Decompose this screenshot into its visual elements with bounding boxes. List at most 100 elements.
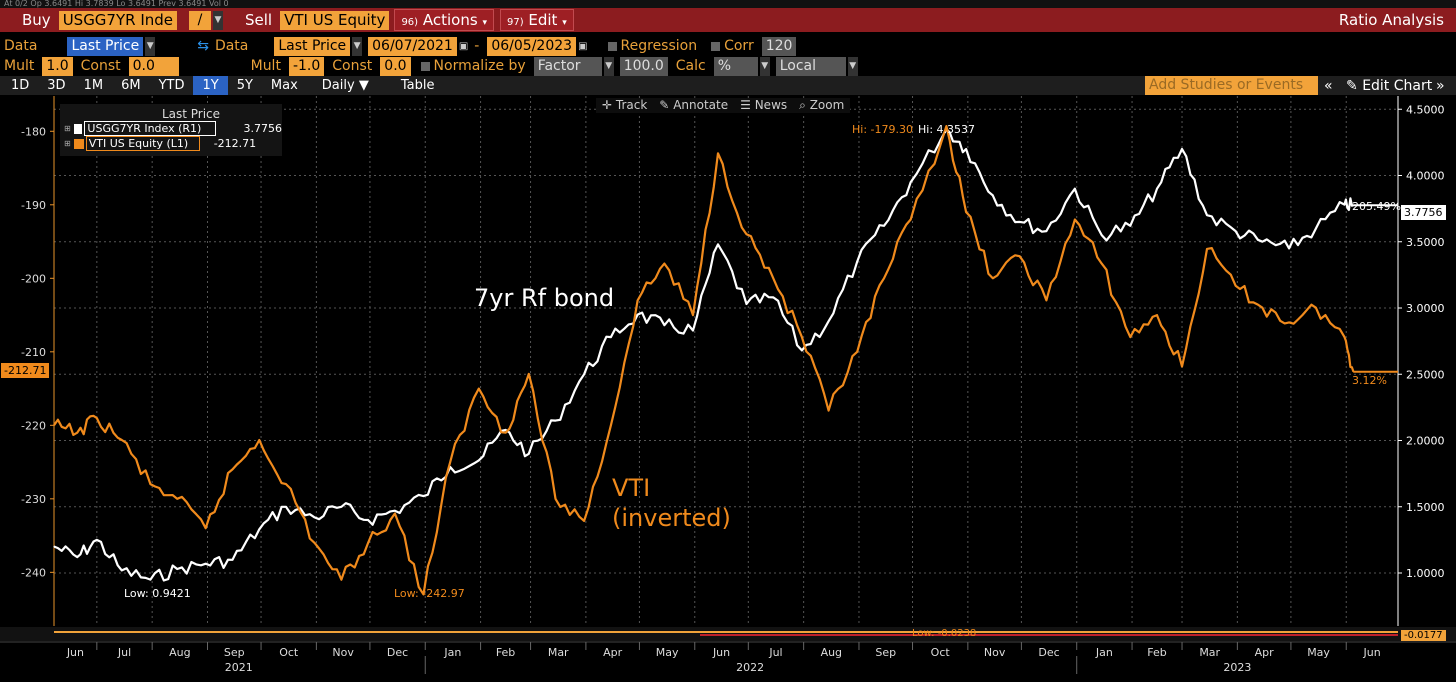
period-tab-ytd[interactable]: YTD bbox=[158, 78, 185, 93]
period-tab-3d[interactable]: 3D bbox=[47, 78, 66, 93]
expand-icon[interactable]: ⊞ bbox=[64, 124, 71, 133]
data-point bbox=[910, 218, 912, 221]
data-point bbox=[76, 432, 78, 434]
table-button[interactable]: Table bbox=[400, 78, 435, 93]
annotation-vti-inverted: (inverted) bbox=[612, 504, 731, 532]
period-tab-5y[interactable]: 5Y bbox=[236, 78, 253, 93]
corr-window-input[interactable]: 120 bbox=[761, 36, 797, 56]
data-point bbox=[1315, 227, 1317, 230]
chevron-right-icon[interactable]: » bbox=[1436, 77, 1445, 94]
data-point bbox=[285, 483, 287, 485]
period-tab-1d[interactable]: 1D bbox=[11, 78, 30, 93]
calc-dropdown-icon[interactable]: ▼ bbox=[759, 56, 770, 76]
right-tick-label: 1.5000 bbox=[1406, 501, 1445, 514]
data-dropdown-icon[interactable]: ▼ bbox=[145, 36, 156, 56]
legend-item-vti[interactable]: ⊞ VTI US Equity (L1) -212.71 bbox=[64, 136, 282, 151]
data-point bbox=[1019, 255, 1021, 257]
data-point bbox=[945, 125, 948, 127]
data2-field-select[interactable]: Last Price bbox=[274, 36, 351, 56]
news-button[interactable]: ☰ News bbox=[740, 98, 787, 113]
data-point bbox=[1074, 188, 1076, 190]
data-point bbox=[663, 263, 666, 265]
data-point bbox=[856, 351, 858, 353]
vti-high-label: Hi: -179.30 bbox=[852, 123, 913, 136]
data-point bbox=[149, 483, 151, 485]
top-quote-strip: At 0/2 Op 3.6491 Hi 3.7839 Lo 3.6491 Pre… bbox=[0, 0, 1456, 8]
right-axis-ticks: 4.5000 4.0000 3.5000 3.0000 2.5000 2.0000 1.50… bbox=[1398, 103, 1445, 580]
mult2-label: Mult bbox=[250, 58, 281, 74]
legend-value-vti: -212.71 bbox=[213, 137, 257, 150]
zoom-label: Zoom bbox=[809, 98, 845, 112]
regression-checkbox[interactable] bbox=[607, 41, 617, 51]
data-point bbox=[910, 181, 912, 183]
data-point bbox=[717, 243, 719, 245]
local-select[interactable]: Local bbox=[775, 56, 846, 76]
year-label: 2021 bbox=[225, 661, 253, 674]
sell-label: Sell bbox=[245, 11, 273, 29]
date-to-input[interactable]: 06/05/2023 bbox=[487, 36, 577, 56]
corr-checkbox[interactable] bbox=[711, 41, 721, 51]
mult-input[interactable]: 1.0 bbox=[42, 56, 73, 76]
period-bar: 1D 3D 1M 6M YTD 1Y 5Y Max Daily ▼ Table Add Stu… bbox=[0, 76, 1456, 95]
left-tick-label: -210 bbox=[21, 346, 46, 359]
month-label: Dec bbox=[387, 646, 408, 659]
mult2-input[interactable]: -1.0 bbox=[288, 56, 325, 76]
studies-input[interactable]: Add Studies or Events bbox=[1145, 76, 1318, 95]
crosshair-icon: ✛ bbox=[602, 98, 613, 112]
vti-last-value-tag: -212.71 bbox=[1, 363, 50, 378]
buy-ticker-field[interactable]: USGG7YR Inde bbox=[58, 10, 178, 30]
month-label: Nov bbox=[332, 646, 354, 659]
edit-button[interactable]: 97) Edit ▾ bbox=[499, 9, 574, 31]
month-label: Feb bbox=[496, 646, 515, 659]
normalize-checkbox[interactable] bbox=[420, 61, 430, 71]
track-button[interactable]: ✛ Track bbox=[602, 98, 647, 113]
factor-input[interactable]: 100.0 bbox=[619, 56, 668, 76]
calendar-icon[interactable]: ▣ bbox=[578, 40, 588, 52]
const2-input[interactable]: 0.0 bbox=[380, 56, 411, 76]
month-label: Aug bbox=[821, 646, 842, 659]
period-tab-6m[interactable]: 6M bbox=[121, 78, 141, 93]
actions-button[interactable]: 96) Actions ▾ bbox=[394, 9, 494, 31]
local-dropdown-icon[interactable]: ▼ bbox=[847, 56, 858, 76]
ratio-operator-field[interactable]: / bbox=[189, 10, 212, 30]
data-point bbox=[394, 512, 396, 515]
month-label: Jul bbox=[768, 646, 782, 659]
data-point bbox=[121, 439, 123, 441]
series-line-vti[interactable] bbox=[53, 125, 1355, 596]
period-tab-1y[interactable]: 1Y bbox=[193, 76, 228, 95]
data2-dropdown-icon[interactable]: ▼ bbox=[352, 36, 363, 56]
ratio-chart[interactable]: -180 -190 -200 -210 -220 -230 -240 4.5000 4.000… bbox=[0, 95, 1456, 682]
data-point bbox=[1343, 204, 1346, 206]
data-point bbox=[965, 148, 967, 150]
zoom-button[interactable]: ⌕ Zoom bbox=[799, 98, 844, 113]
calc-select[interactable]: % bbox=[713, 56, 758, 76]
expand-icon[interactable]: ⊞ bbox=[64, 139, 71, 148]
collapse-icon[interactable]: « bbox=[1324, 77, 1333, 94]
calendar-icon[interactable]: ▣ bbox=[458, 40, 469, 52]
edit-chart-button[interactable]: ✎ Edit Chart bbox=[1346, 78, 1432, 94]
normalize-dropdown-icon[interactable]: ▼ bbox=[603, 56, 614, 76]
ratio-operator-dropdown-icon[interactable]: ▼ bbox=[213, 10, 224, 30]
normalize-select[interactable]: Factor bbox=[533, 56, 602, 76]
data-point bbox=[554, 498, 557, 500]
data-field-select[interactable]: Last Price bbox=[67, 36, 144, 56]
frequency-select[interactable]: Daily ▼ bbox=[321, 78, 369, 93]
period-tab-max[interactable]: Max bbox=[270, 78, 298, 93]
series-line-bond[interactable] bbox=[53, 128, 1354, 582]
data-point bbox=[367, 542, 369, 544]
data-point bbox=[478, 387, 480, 390]
date-from-input[interactable]: 06/07/2021 bbox=[368, 36, 457, 56]
data-point bbox=[583, 520, 585, 522]
annotate-button[interactable]: ✎ Annotate bbox=[659, 98, 728, 113]
const-input[interactable]: 0.0 bbox=[128, 56, 179, 76]
left-tick-label: -240 bbox=[21, 566, 46, 579]
period-tab-1m[interactable]: 1M bbox=[83, 78, 104, 93]
legend-item-bond[interactable]: ⊞ USGG7YR Index (R1) 3.7756 bbox=[64, 121, 282, 136]
data-point bbox=[992, 194, 994, 196]
data-point bbox=[53, 424, 55, 426]
month-label: Jul bbox=[117, 646, 131, 659]
sell-ticker-field[interactable]: VTI US Equity bbox=[280, 10, 390, 30]
swap-icon[interactable]: ⇆ bbox=[197, 38, 209, 54]
month-label: Dec bbox=[1038, 646, 1059, 659]
data-point bbox=[1261, 307, 1263, 309]
